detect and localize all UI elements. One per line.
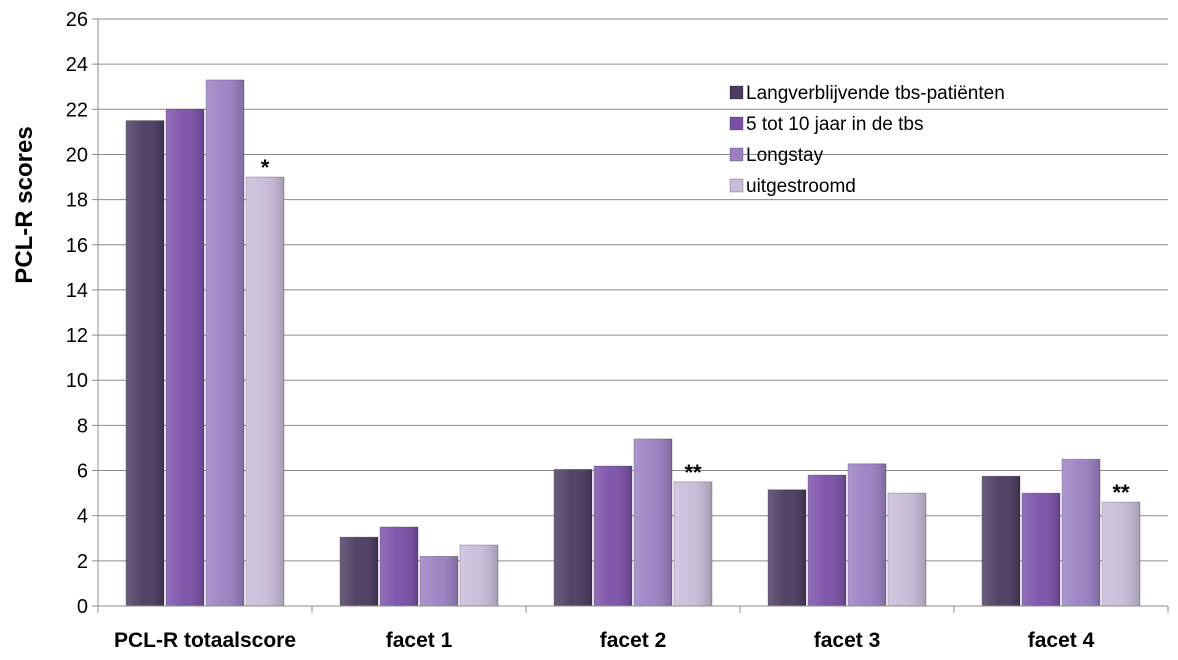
y-tick-label: 12 <box>66 325 88 347</box>
bar-shading <box>1022 493 1060 606</box>
bar-shading <box>1102 502 1140 606</box>
y-tick-label: 26 <box>66 9 88 31</box>
significance-annotations: ***** <box>261 155 1130 505</box>
bar-shading <box>1062 459 1100 606</box>
significance-marker: ** <box>1112 480 1130 505</box>
x-category-label: facet 1 <box>386 629 453 652</box>
significance-marker: ** <box>684 460 702 485</box>
y-tick-label: 20 <box>66 144 88 166</box>
bar-shading <box>674 481 712 606</box>
x-category-label: facet 3 <box>814 629 881 652</box>
legend-label: Langverblijvende tbs-patiënten <box>746 83 1005 104</box>
y-tick-label: 4 <box>77 506 88 528</box>
y-tick-label: 0 <box>77 596 88 618</box>
y-tick-label: 18 <box>66 190 88 212</box>
bar-shading <box>808 475 846 606</box>
x-category-label: PCL-R totaalscore <box>114 629 296 652</box>
y-tick-label: 24 <box>66 54 88 76</box>
bar-shading <box>380 526 418 606</box>
bar-shading <box>340 537 378 606</box>
bar-shading <box>126 120 164 606</box>
legend: Langverblijvende tbs-patiënten 5 tot 10 j… <box>729 83 1005 197</box>
bar-shading <box>888 493 926 606</box>
bar-shading <box>554 469 592 606</box>
bar-shading <box>634 438 672 606</box>
bar-shading <box>594 466 632 606</box>
x-category-label: facet 4 <box>1028 629 1095 652</box>
bar-shading <box>420 556 458 606</box>
bar-shading <box>166 109 204 607</box>
legend-swatch <box>729 178 744 193</box>
legend-label: 5 tot 10 jaar in de tbs <box>746 114 923 135</box>
bar-shading <box>206 79 244 606</box>
legend-label: uitgestroomd <box>746 176 856 197</box>
bars <box>125 79 1141 607</box>
legend-swatch <box>729 85 744 100</box>
y-tick-label: 8 <box>77 415 88 437</box>
y-tick-label: 2 <box>77 551 88 573</box>
legend-swatch <box>729 147 744 162</box>
x-axis-category-labels: PCL-R totaalscore facet 1 facet 2 facet 3 fa… <box>114 629 1095 652</box>
bar-shading <box>246 177 284 607</box>
bar-shading <box>768 489 806 606</box>
bar-shading <box>982 476 1020 606</box>
x-category-label: facet 2 <box>600 629 667 652</box>
significance-marker: * <box>261 155 270 180</box>
y-tick-label: 14 <box>66 280 88 302</box>
legend-label: Longstay <box>746 145 824 166</box>
y-tick-label: 16 <box>66 235 88 257</box>
bar-shading <box>848 463 886 606</box>
axes <box>97 19 1169 613</box>
y-tick-label: 22 <box>66 99 88 121</box>
y-tick-label: 6 <box>77 461 88 483</box>
legend-swatch <box>729 116 744 131</box>
bar-shading <box>460 545 498 606</box>
y-tick-label: 10 <box>66 370 88 392</box>
y-axis-title: PCL-R scores <box>11 126 38 283</box>
